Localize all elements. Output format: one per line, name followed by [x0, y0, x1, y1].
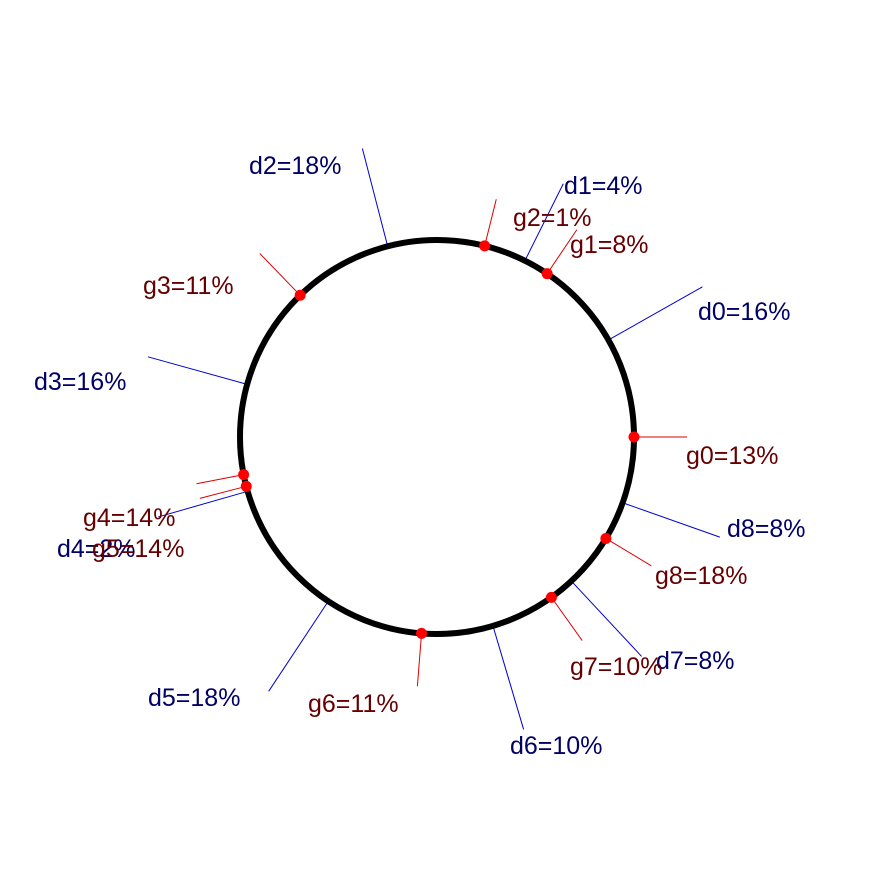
d1-leader-line [524, 183, 564, 261]
g2-dot [479, 240, 491, 252]
g5-leader-line [199, 485, 247, 499]
d0-leader-line [608, 286, 703, 341]
g4-label: g4=14% [83, 504, 175, 532]
g7-leader-line [550, 597, 583, 641]
g-text-labels: g0=13% g1=8% g2=1% g3=11% g4=14% g5=14% … [83, 204, 778, 718]
d7-label: d7=8% [656, 647, 735, 675]
g4-leader-line [196, 474, 244, 485]
d6-label: d6=10% [510, 732, 602, 760]
d-text-labels: d0=16% d1=4% d2=18% d3=16% d4=2% d5=18% … [34, 152, 806, 760]
g7-label: g7=10% [570, 653, 662, 681]
d6-leader-line [492, 625, 525, 730]
g1-leader-line [546, 229, 578, 274]
d-lines [147, 148, 720, 730]
g0-label: g0=13% [686, 442, 778, 470]
d1-label: d1=4% [564, 172, 643, 200]
g6-leader-line [416, 633, 423, 687]
d5-leader-line [268, 600, 329, 692]
g2-leader-line [484, 199, 497, 246]
d0-label: d0=16% [698, 298, 790, 326]
g-lines [196, 199, 687, 687]
g7-dot [545, 591, 557, 603]
d2-leader-line [361, 148, 389, 247]
d8-label: d8=8% [727, 515, 806, 543]
g1-dot [541, 268, 553, 280]
g8-dot [600, 532, 612, 544]
g0-dot [628, 431, 640, 443]
g-dots [238, 240, 640, 639]
g8-label: g8=18% [655, 562, 747, 590]
g2-label: g2=1% [513, 204, 592, 232]
d2-label: d2=18% [249, 152, 341, 180]
g3-label: g3=11% [143, 272, 234, 300]
d4-leader-line [158, 490, 248, 518]
d5-label: d5=18% [148, 684, 240, 712]
d3-leader-line [147, 356, 248, 385]
g6-dot [416, 627, 428, 639]
d7-leader-line [570, 580, 642, 657]
d8-leader-line [622, 502, 720, 538]
g5-label: g5=14% [92, 535, 184, 563]
d4-label: d4=2% [57, 535, 136, 563]
d3-label: d3=16% [34, 368, 126, 396]
g8-leader-line [605, 538, 652, 567]
g6-label: g6=11% [308, 690, 399, 718]
g3-leader-line [259, 253, 301, 296]
g5-dot [240, 480, 252, 492]
g1-label: g1=8% [570, 231, 649, 259]
g3-dot [294, 289, 306, 301]
g4-dot [238, 469, 250, 481]
